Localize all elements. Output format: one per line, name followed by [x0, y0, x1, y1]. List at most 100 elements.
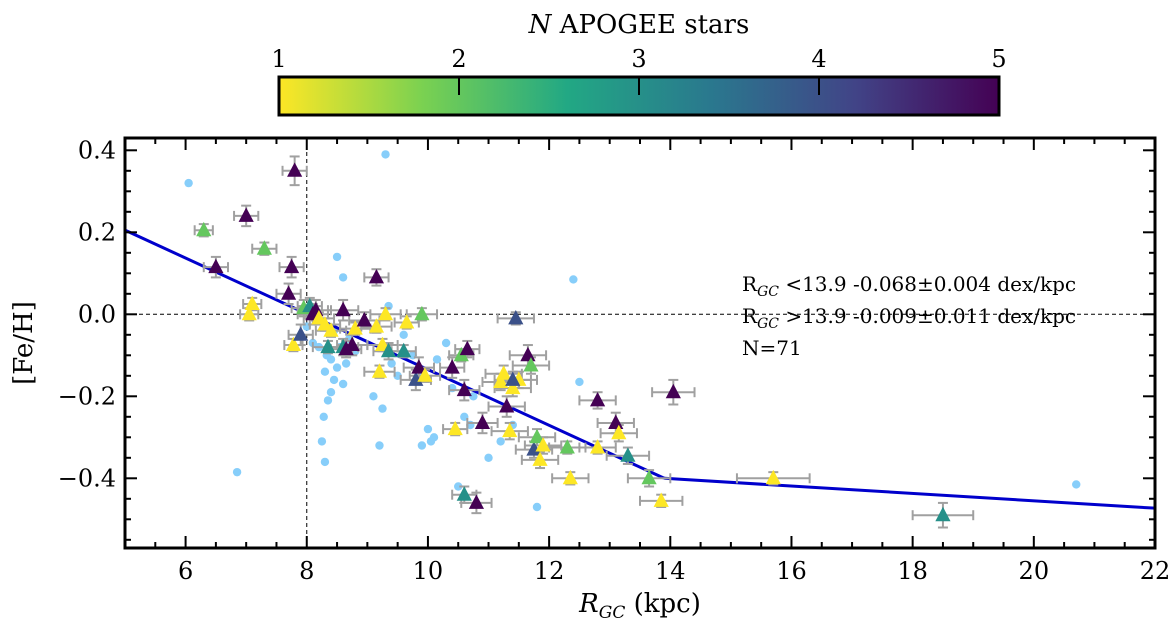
cluster-marker: [285, 336, 302, 352]
cluster-marker: [335, 301, 351, 317]
background-point: [417, 441, 427, 450]
background-point: [423, 424, 433, 434]
cluster-marker: [414, 305, 430, 321]
x-tick-label: 6: [178, 557, 193, 585]
background-point: [317, 437, 327, 446]
background-point: [332, 363, 342, 372]
annotation-rest: <13.9 -0.068±0.004 dex/kpc: [779, 272, 1076, 296]
cluster-marker: [508, 310, 524, 325]
fit-annotation: RGC >13.9 -0.009±0.011 dex/kpc: [742, 304, 1076, 332]
cluster-marker: [468, 494, 485, 509]
x-tick-label: 10: [413, 557, 444, 585]
background-point: [338, 379, 348, 389]
cluster-marker: [417, 367, 433, 382]
cluster-marker: [244, 295, 260, 311]
background-point: [399, 330, 408, 339]
background-point: [320, 367, 330, 376]
cluster-marker: [532, 451, 548, 466]
cluster-marker: [396, 342, 412, 358]
x-axis-title-main: R: [578, 589, 599, 619]
cluster-marker: [562, 469, 578, 485]
cluster-marker: [411, 359, 427, 374]
cluster-marker: [474, 414, 491, 429]
cluster-marker: [611, 424, 627, 440]
background-point: [441, 338, 451, 348]
x-tick-label: 8: [299, 557, 314, 585]
cluster-marker: [523, 357, 539, 372]
background-point: [326, 388, 336, 397]
annotation-sub: GC: [757, 284, 779, 300]
plot-frame: [123, 136, 1157, 550]
background-point: [323, 396, 333, 405]
cluster-marker: [496, 365, 512, 380]
y-tick-label: −0.2: [58, 382, 116, 410]
fit-annotation: RGC <13.9 -0.068±0.004 dex/kpc: [742, 272, 1076, 300]
background-point: [332, 252, 342, 262]
cluster-marker: [399, 314, 415, 329]
background-point: [369, 392, 378, 401]
background-point: [319, 412, 328, 421]
x-tick-label: 16: [776, 557, 807, 585]
colorbar-tick-label: 5: [991, 45, 1006, 73]
cluster-marker: [499, 398, 515, 413]
background-point: [532, 502, 542, 512]
x-tick-label: 14: [655, 557, 686, 585]
y-tick-label: −0.4: [58, 464, 116, 492]
annotation-main: R: [742, 272, 758, 296]
y-tick-label: 0.4: [78, 136, 116, 164]
cluster-marker: [559, 439, 575, 454]
background-point: [575, 377, 584, 387]
colorbar-tick-label: 2: [451, 45, 466, 73]
cluster-marker: [356, 312, 372, 327]
cluster-marker: [526, 441, 542, 456]
background-point: [387, 359, 396, 368]
background-point: [232, 467, 242, 477]
cluster-marker: [935, 506, 951, 522]
cluster-marker: [765, 469, 781, 485]
cluster-marker: [380, 342, 397, 358]
cluster-marker: [284, 258, 300, 274]
cluster-marker: [589, 439, 606, 454]
cluster-marker: [444, 359, 460, 374]
cluster-marker: [368, 269, 385, 284]
cluster-marker: [653, 492, 669, 507]
background-point: [469, 392, 478, 401]
x-tick-label: 20: [1019, 557, 1050, 585]
background-point: [329, 375, 339, 385]
x-axis-title-unit: (kpc): [625, 589, 701, 619]
cluster-marker: [459, 340, 475, 356]
cluster-marker: [456, 486, 472, 501]
cluster-marker: [241, 305, 257, 321]
cluster-marker: [665, 383, 681, 399]
cluster-marker: [208, 258, 224, 274]
cluster-marker: [256, 240, 272, 255]
cluster-marker: [620, 447, 636, 462]
background-point: [484, 453, 493, 462]
annotation-main: N=71: [742, 336, 802, 360]
cluster-marker: [493, 373, 509, 388]
colorbar-title: N APOGEE stars: [528, 10, 750, 40]
cluster-marker: [280, 285, 297, 300]
x-tick-label: 12: [534, 557, 565, 585]
cluster-marker: [408, 371, 424, 386]
background-point: [454, 482, 463, 491]
cluster-marker: [520, 346, 536, 362]
cluster-marker: [535, 437, 551, 452]
cluster-marker: [293, 326, 309, 341]
colorbar-tick-label: 1: [271, 45, 286, 73]
cluster-marker: [447, 420, 463, 436]
background-point: [429, 433, 439, 442]
cluster-marker: [238, 207, 254, 222]
background-point: [496, 437, 505, 446]
y-axis-title: [Fe/H]: [9, 301, 39, 385]
cluster-marker: [529, 428, 545, 444]
cluster-marker: [347, 320, 363, 335]
x-tick-label: 18: [897, 557, 928, 585]
cluster-marker: [287, 162, 303, 177]
background-point: [432, 355, 442, 364]
axis-tick-labels: 6 8 10 12 14 16 18 20 22 −0.4 −0.2 0.0 0.2 0.4: [58, 136, 1171, 585]
cluster-marker: [505, 371, 521, 386]
annotation-sub: GC: [757, 316, 779, 332]
